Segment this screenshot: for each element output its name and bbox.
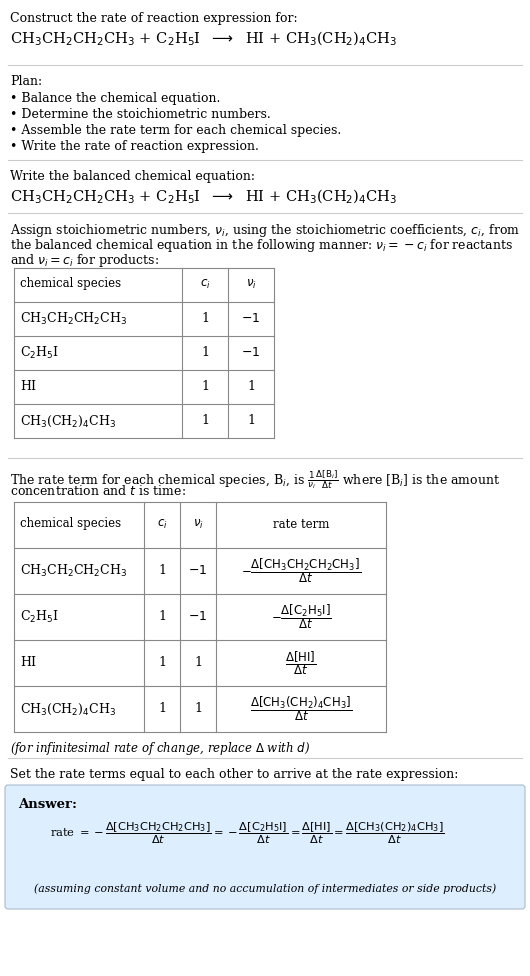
Text: • Balance the chemical equation.: • Balance the chemical equation. [10,92,220,105]
Text: 1: 1 [201,381,209,393]
Text: CH$_3$(CH$_2$)$_4$CH$_3$: CH$_3$(CH$_2$)$_4$CH$_3$ [20,702,116,716]
Text: $\nu_i$: $\nu_i$ [192,517,204,531]
Text: and $\nu_i = c_i$ for products:: and $\nu_i = c_i$ for products: [10,252,159,269]
Text: $-1$: $-1$ [188,611,208,624]
Text: • Assemble the rate term for each chemical species.: • Assemble the rate term for each chemic… [10,124,341,137]
Text: $\nu_i$: $\nu_i$ [245,277,257,291]
Text: 1: 1 [201,346,209,359]
Text: chemical species: chemical species [20,517,121,531]
Text: $\dfrac{\Delta[\mathrm{CH_3(CH_2)_4CH_3}]}{\Delta t}$: $\dfrac{\Delta[\mathrm{CH_3(CH_2)_4CH_3}… [250,695,352,723]
Text: Write the balanced chemical equation:: Write the balanced chemical equation: [10,170,255,183]
Text: CH$_3$(CH$_2$)$_4$CH$_3$: CH$_3$(CH$_2$)$_4$CH$_3$ [20,414,116,428]
Text: • Write the rate of reaction expression.: • Write the rate of reaction expression. [10,140,259,153]
Text: CH$_3$CH$_2$CH$_2$CH$_3$ + C$_2$H$_5$I  $\longrightarrow$  HI + CH$_3$(CH$_2$)$_: CH$_3$CH$_2$CH$_2$CH$_3$ + C$_2$H$_5$I $… [10,188,398,206]
Text: 1: 1 [194,657,202,670]
Text: C$_2$H$_5$I: C$_2$H$_5$I [20,609,59,625]
Text: • Determine the stoichiometric numbers.: • Determine the stoichiometric numbers. [10,108,271,121]
Text: 1: 1 [194,703,202,715]
Text: HI: HI [20,381,36,393]
Text: CH$_3$CH$_2$CH$_2$CH$_3$ + C$_2$H$_5$I  $\longrightarrow$  HI + CH$_3$(CH$_2$)$_: CH$_3$CH$_2$CH$_2$CH$_3$ + C$_2$H$_5$I $… [10,30,398,49]
Text: $c_i$: $c_i$ [200,277,210,291]
Text: The rate term for each chemical species, B$_i$, is $\frac{1}{\nu_i}\frac{\Delta[: The rate term for each chemical species,… [10,468,500,491]
Text: 1: 1 [247,381,255,393]
Text: C$_2$H$_5$I: C$_2$H$_5$I [20,345,59,361]
Text: $-1$: $-1$ [188,564,208,578]
Text: chemical species: chemical species [20,277,121,291]
Text: 1: 1 [247,415,255,427]
Text: (assuming constant volume and no accumulation of intermediates or side products): (assuming constant volume and no accumul… [34,883,496,894]
Text: $\dfrac{\Delta[\mathrm{HI}]}{\Delta t}$: $\dfrac{\Delta[\mathrm{HI}]}{\Delta t}$ [285,649,317,676]
Text: HI: HI [20,657,36,670]
Text: 1: 1 [158,657,166,670]
Text: $c_i$: $c_i$ [157,517,167,531]
Text: rate term: rate term [273,517,329,531]
Text: the balanced chemical equation in the following manner: $\nu_i = -c_i$ for react: the balanced chemical equation in the fo… [10,237,513,254]
Text: Plan:: Plan: [10,75,42,88]
Text: 1: 1 [158,703,166,715]
Text: $-1$: $-1$ [241,346,261,359]
Text: Assign stoichiometric numbers, $\nu_i$, using the stoichiometric coefficients, $: Assign stoichiometric numbers, $\nu_i$, … [10,222,520,239]
Text: Answer:: Answer: [18,798,77,811]
Text: rate $= -\dfrac{\Delta[\mathrm{CH_3CH_2CH_2CH_3}]}{\Delta t} = -\dfrac{\Delta[\m: rate $= -\dfrac{\Delta[\mathrm{CH_3CH_2C… [50,820,445,845]
Text: Set the rate terms equal to each other to arrive at the rate expression:: Set the rate terms equal to each other t… [10,768,458,781]
Text: Construct the rate of reaction expression for:: Construct the rate of reaction expressio… [10,12,298,25]
Text: 1: 1 [201,312,209,326]
Text: 1: 1 [158,611,166,624]
Text: $-\dfrac{\Delta[\mathrm{C_2H_5I}]}{\Delta t}$: $-\dfrac{\Delta[\mathrm{C_2H_5I}]}{\Delt… [270,602,331,631]
Text: concentration and $t$ is time:: concentration and $t$ is time: [10,484,186,498]
Text: (for infinitesimal rate of change, replace $\Delta$ with $d$): (for infinitesimal rate of change, repla… [10,740,311,757]
Text: $-1$: $-1$ [241,312,261,326]
Text: CH$_3$CH$_2$CH$_2$CH$_3$: CH$_3$CH$_2$CH$_2$CH$_3$ [20,311,127,327]
Text: 1: 1 [158,564,166,578]
Text: $-\dfrac{\Delta[\mathrm{CH_3CH_2CH_2CH_3}]}{\Delta t}$: $-\dfrac{\Delta[\mathrm{CH_3CH_2CH_2CH_3… [241,556,361,586]
FancyBboxPatch shape [5,785,525,909]
Text: CH$_3$CH$_2$CH$_2$CH$_3$: CH$_3$CH$_2$CH$_2$CH$_3$ [20,563,127,579]
Text: 1: 1 [201,415,209,427]
